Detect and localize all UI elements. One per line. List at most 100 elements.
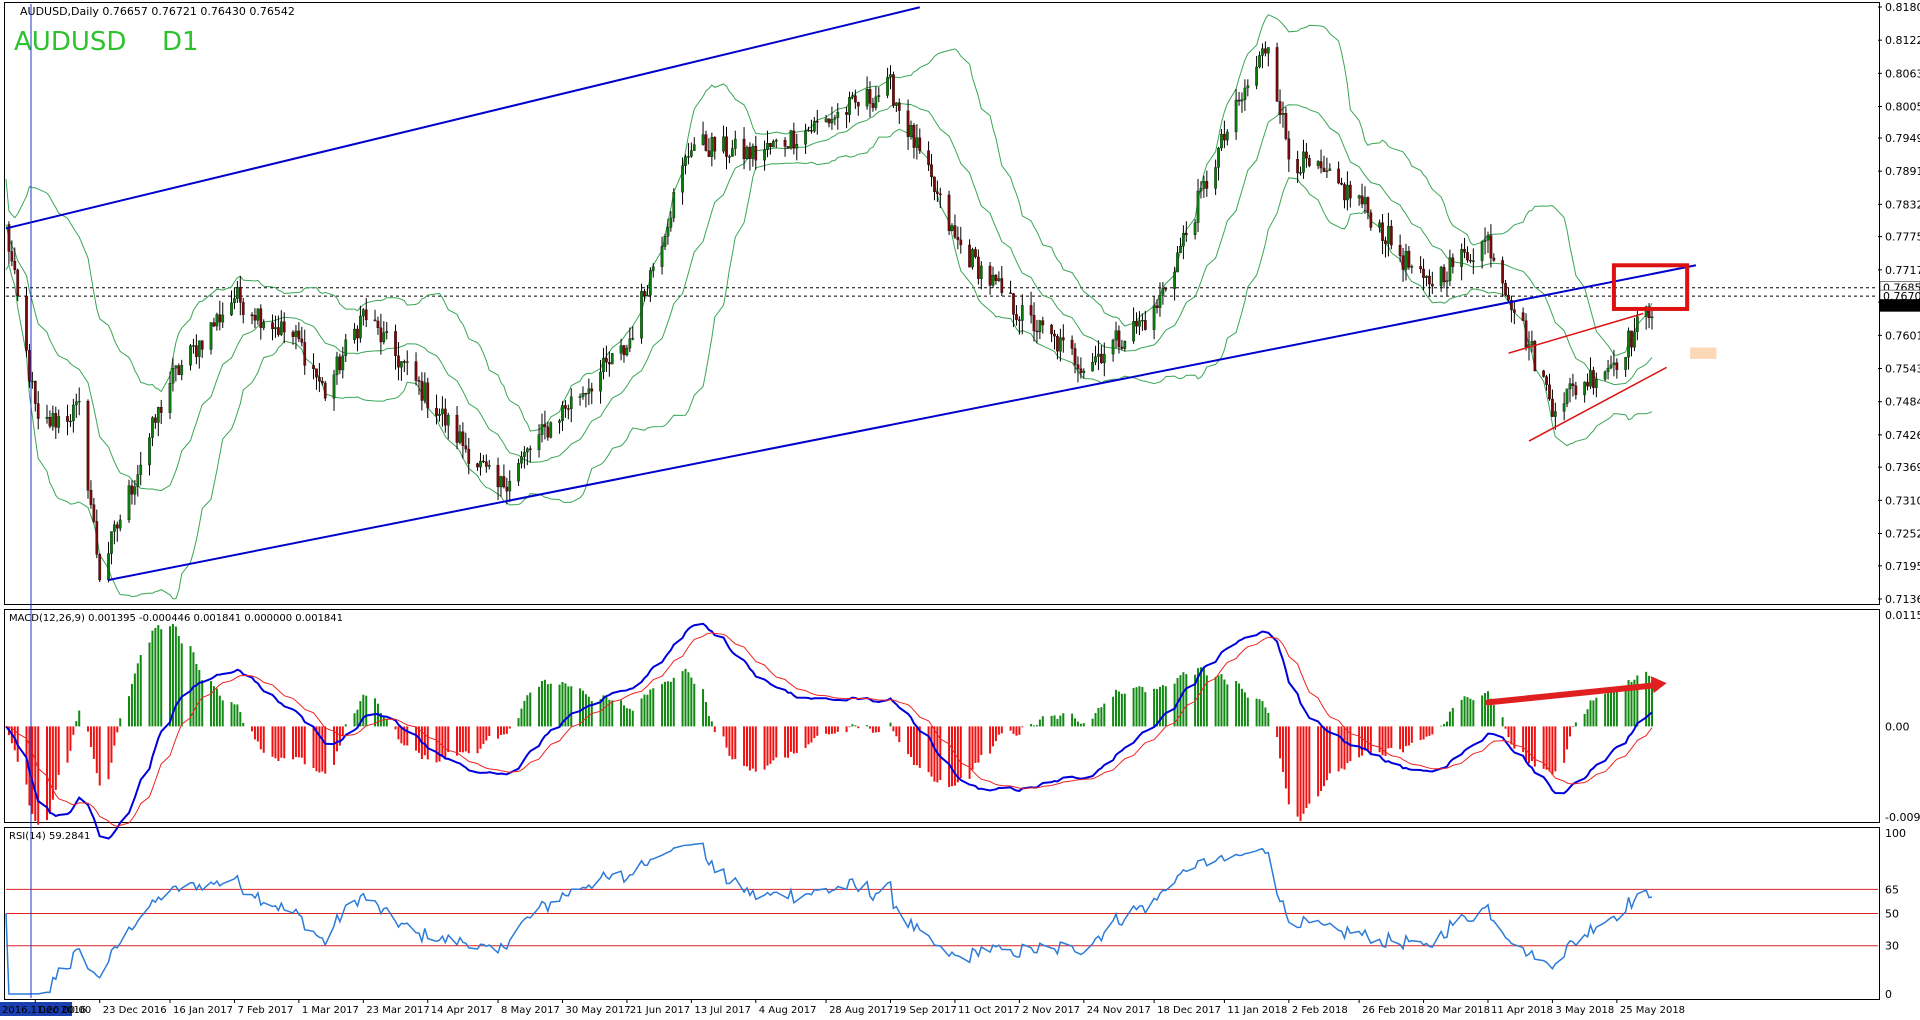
- candle-body[interactable]: [848, 97, 851, 115]
- candle-body[interactable]: [461, 431, 465, 446]
- candle-body[interactable]: [54, 413, 58, 428]
- candle-body[interactable]: [1237, 99, 1241, 102]
- candle-body[interactable]: [763, 149, 766, 161]
- candle-body[interactable]: [1091, 361, 1094, 372]
- rsi-panel[interactable]: [5, 842, 1878, 995]
- candle-body[interactable]: [171, 367, 175, 384]
- candle-body[interactable]: [666, 227, 670, 237]
- candle-body[interactable]: [1565, 388, 1569, 404]
- candle-body[interactable]: [400, 361, 403, 368]
- candle-body[interactable]: [1223, 133, 1226, 141]
- candle-body[interactable]: [373, 319, 377, 322]
- candle-body[interactable]: [1404, 250, 1408, 270]
- candle-body[interactable]: [927, 150, 930, 165]
- candle-body[interactable]: [730, 148, 734, 157]
- candle-body[interactable]: [335, 356, 339, 376]
- candle-body[interactable]: [1633, 331, 1636, 348]
- candle-body[interactable]: [874, 96, 878, 108]
- macd-line[interactable]: [5, 622, 1653, 840]
- candle-body[interactable]: [607, 362, 611, 365]
- candle-body[interactable]: [133, 486, 137, 495]
- candle-body[interactable]: [1179, 246, 1182, 253]
- candle-body[interactable]: [502, 476, 506, 488]
- candle-body[interactable]: [1627, 330, 1630, 358]
- candle-body[interactable]: [728, 156, 731, 158]
- candle-body[interactable]: [394, 331, 397, 356]
- candle-body[interactable]: [1357, 195, 1361, 199]
- candle-body[interactable]: [1384, 240, 1387, 244]
- candle-body[interactable]: [241, 302, 245, 315]
- candle-body[interactable]: [1258, 55, 1261, 68]
- candle-body[interactable]: [856, 102, 860, 107]
- candle-body[interactable]: [315, 368, 318, 378]
- candle-body[interactable]: [1630, 330, 1633, 348]
- candle-body[interactable]: [467, 448, 471, 464]
- candle-body[interactable]: [74, 401, 78, 406]
- candle-body[interactable]: [1501, 260, 1504, 284]
- candle-body[interactable]: [889, 74, 892, 78]
- candle-body[interactable]: [1369, 212, 1373, 228]
- candle-body[interactable]: [238, 287, 242, 303]
- candle-body[interactable]: [1246, 85, 1250, 89]
- candle-body[interactable]: [906, 110, 910, 137]
- candle-body[interactable]: [619, 345, 623, 354]
- candle-body[interactable]: [540, 424, 544, 435]
- candle-body[interactable]: [807, 129, 810, 132]
- candle-body[interactable]: [1100, 353, 1103, 364]
- price-panel[interactable]: [5, 6, 1878, 600]
- candle-body[interactable]: [297, 330, 301, 340]
- candle-body[interactable]: [1401, 255, 1405, 270]
- candle-body[interactable]: [98, 554, 102, 581]
- candle-body[interactable]: [733, 138, 737, 149]
- candle-body[interactable]: [640, 291, 643, 339]
- candle-body[interactable]: [1020, 305, 1024, 321]
- candle-body[interactable]: [660, 246, 664, 267]
- candle-body[interactable]: [587, 388, 591, 394]
- candle-body[interactable]: [45, 416, 49, 419]
- rising-wedge-lower-line[interactable]: [1528, 366, 1667, 442]
- candle-body[interactable]: [253, 315, 257, 321]
- candle-body[interactable]: [1173, 271, 1176, 289]
- candle-body[interactable]: [1407, 250, 1411, 268]
- candle-body[interactable]: [754, 145, 758, 161]
- candle-body[interactable]: [1428, 275, 1431, 285]
- candle-body[interactable]: [212, 322, 216, 327]
- candle-body[interactable]: [991, 274, 995, 286]
- candle-body[interactable]: [1266, 47, 1270, 54]
- candlesticks[interactable]: [7, 41, 1654, 583]
- candle-body[interactable]: [443, 408, 447, 426]
- candle-body[interactable]: [1524, 320, 1528, 348]
- candle-body[interactable]: [279, 321, 283, 335]
- candle-body[interactable]: [868, 89, 872, 104]
- candle-body[interactable]: [1035, 330, 1039, 333]
- candle-body[interactable]: [1319, 161, 1323, 169]
- candle-body[interactable]: [139, 464, 143, 475]
- candle-body[interactable]: [48, 416, 52, 427]
- candle-body[interactable]: [1589, 370, 1592, 387]
- candle-body[interactable]: [813, 121, 816, 132]
- candle-body[interactable]: [581, 393, 585, 397]
- candle-body[interactable]: [1278, 101, 1282, 115]
- candle-body[interactable]: [930, 164, 933, 178]
- candle-body[interactable]: [1609, 364, 1613, 369]
- candle-body[interactable]: [277, 327, 280, 335]
- candle-body[interactable]: [959, 239, 963, 246]
- candle-body[interactable]: [1463, 248, 1466, 253]
- candle-body[interactable]: [1366, 197, 1370, 213]
- candle-body[interactable]: [1176, 252, 1179, 273]
- candle-body[interactable]: [578, 396, 582, 398]
- candle-body[interactable]: [988, 265, 992, 286]
- candle-body[interactable]: [312, 365, 315, 369]
- rsi-line[interactable]: [5, 842, 1653, 995]
- candle-body[interactable]: [151, 417, 154, 438]
- candle-body[interactable]: [1264, 48, 1267, 54]
- rising-wedge-upper-line[interactable]: [1508, 312, 1644, 354]
- candle-body[interactable]: [833, 117, 837, 120]
- candle-body[interactable]: [546, 426, 550, 438]
- candle-body[interactable]: [968, 244, 971, 268]
- divergence-arrow[interactable]: [1484, 682, 1660, 706]
- candle-body[interactable]: [1053, 333, 1056, 337]
- candle-body[interactable]: [89, 490, 93, 505]
- candle-body[interactable]: [356, 328, 359, 339]
- candle-body[interactable]: [1082, 370, 1086, 373]
